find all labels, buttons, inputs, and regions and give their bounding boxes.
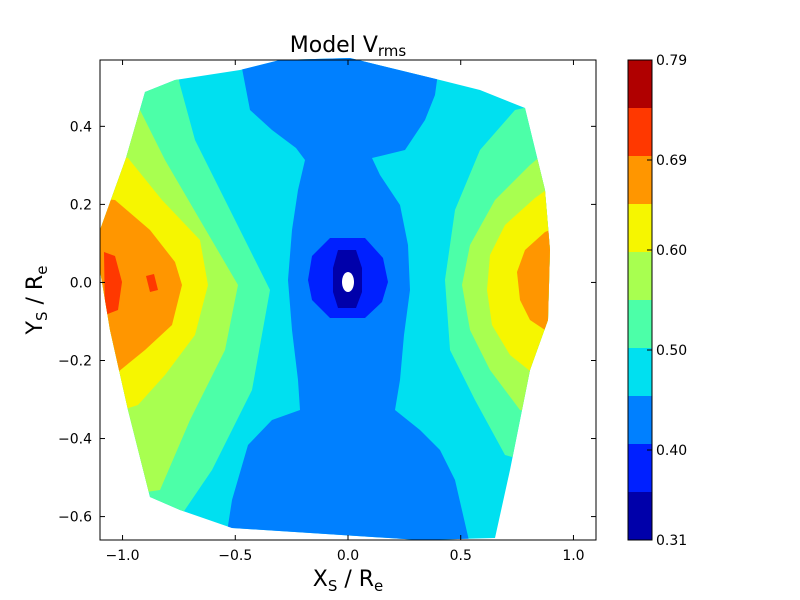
colorbar-tick-label: 0.31 <box>656 533 687 549</box>
y-tick-label: 0.4 <box>70 119 92 135</box>
contour-map <box>100 58 550 540</box>
colorbar-level <box>628 396 652 444</box>
colorbar-level <box>628 348 652 396</box>
colorbar-level <box>628 300 652 348</box>
y-tick-label: 0.2 <box>70 197 92 213</box>
x-tick-label: 0.5 <box>450 548 472 564</box>
y-tick-label: −0.2 <box>58 353 92 369</box>
colorbar <box>628 60 652 540</box>
y-axis-label: YS / Re <box>23 266 51 336</box>
contour-level-0.74-left-a <box>104 252 122 315</box>
chart-title: Model Vrms <box>290 33 407 60</box>
colorbar-tick-label: 0.60 <box>656 243 687 259</box>
colorbar-level <box>628 492 652 540</box>
colorbar-tick-label: 0.79 <box>656 53 687 69</box>
colorbar-level <box>628 108 652 156</box>
colorbar-level <box>628 444 652 492</box>
colorbar-ticks: 0.31 0.40 0.50 0.60 0.69 0.79 <box>647 53 687 549</box>
contour-level-0.74-left-b <box>146 274 158 292</box>
colorbar-tick-label: 0.40 <box>656 443 687 459</box>
x-axis-ticks: −1.0 −0.5 0.0 0.5 1.0 <box>106 60 585 564</box>
x-tick-label: −0.5 <box>218 548 252 564</box>
x-tick-label: 0.0 <box>337 548 359 564</box>
x-tick-label: 1.0 <box>562 548 584 564</box>
y-axis-ticks: −0.6 −0.4 −0.2 0.0 0.2 0.4 <box>58 119 596 526</box>
y-tick-label: −0.6 <box>58 510 92 526</box>
y-tick-label: 0.0 <box>70 275 92 291</box>
colorbar-frame <box>627 59 653 541</box>
colorbar-tick-label: 0.69 <box>656 153 687 169</box>
contour-level-0.69-left <box>100 198 182 380</box>
x-axis-label: XS / Re <box>313 567 384 595</box>
contour-peak-low-center <box>342 272 354 292</box>
colorbar-level <box>628 156 652 204</box>
colorbar-level <box>628 252 652 300</box>
colorbar-level <box>628 60 652 108</box>
x-tick-label: −1.0 <box>106 548 140 564</box>
y-tick-label: −0.4 <box>58 432 92 448</box>
colorbar-tick-label: 0.50 <box>656 343 687 359</box>
colorbar-level <box>628 204 652 252</box>
